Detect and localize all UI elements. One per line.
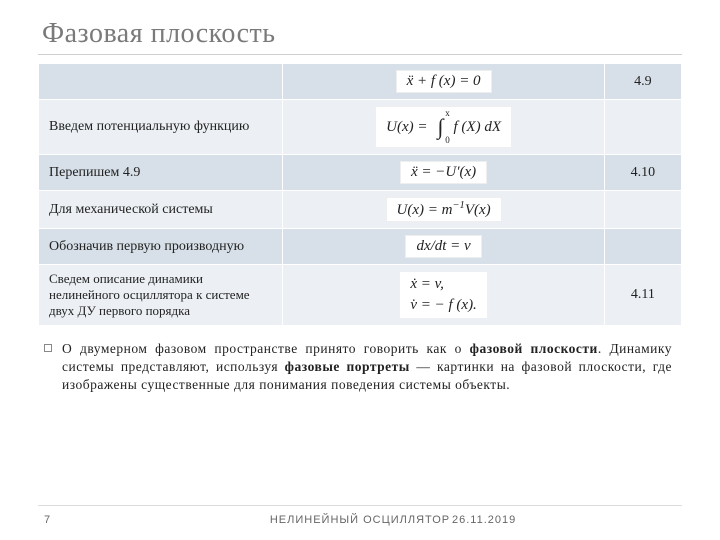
formula: ẍ = −U′(x) — [400, 161, 487, 184]
formula-cell: dx/dt = v — [283, 229, 605, 265]
footer-date: 26.11.2019 — [452, 514, 516, 526]
body-paragraph: О двумерном фазовом пространстве принято… — [62, 340, 672, 395]
formula-text: U(x) = m−1V(x) — [397, 202, 491, 218]
desc-cell: Перепишем 4.9 — [39, 155, 283, 191]
desc-cell: Введем потенциальную функцию — [39, 100, 283, 155]
bullet-icon — [44, 344, 52, 352]
para-bold: фазовой плоскости — [470, 341, 598, 356]
table-row: ẍ + f (x) = 0 4.9 — [39, 64, 682, 100]
eqnum-cell: 4.11 — [604, 265, 681, 326]
footer-title: НЕЛИНЕЙНЫЙ ОСЦИЛЛЯТОР — [0, 514, 720, 526]
eqnum-cell: 4.10 — [604, 155, 681, 191]
eqnum-cell: 4.9 — [604, 64, 681, 100]
para-text: О двумерном фазовом пространстве принято… — [62, 341, 470, 356]
formula-cell: ẍ = −U′(x) — [283, 155, 605, 191]
formula: U(x) = m−1V(x) — [386, 197, 502, 222]
slide-title: Фазовая плоскость — [0, 0, 720, 54]
formula: dx/dt = v — [405, 235, 481, 258]
para-bold: фазовые портреты — [285, 359, 410, 374]
table-row: Для механической системы U(x) = m−1V(x) — [39, 191, 682, 229]
formula-cell: U(x) = x ∫ 0 f (X) dX — [283, 100, 605, 155]
footer-divider — [38, 505, 682, 506]
formula: ẋ = v, v̇ = − f (x). — [400, 272, 486, 318]
formula-cell: U(x) = m−1V(x) — [283, 191, 605, 229]
formula: ẍ + f (x) = 0 — [396, 70, 492, 93]
table-row: Введем потенциальную функцию U(x) = x ∫ … — [39, 100, 682, 155]
title-underline — [38, 54, 682, 55]
body-paragraph-wrap: О двумерном фазовом пространстве принято… — [62, 340, 672, 395]
eqnum-cell — [604, 100, 681, 155]
desc-cell: Обозначив первую производную — [39, 229, 283, 265]
eqnum-cell — [604, 229, 681, 265]
formula-cell: ẍ + f (x) = 0 — [283, 64, 605, 100]
desc-cell — [39, 64, 283, 100]
table-row: Сведем описание динамики нелинейного осц… — [39, 265, 682, 326]
formula: U(x) = x ∫ 0 f (X) dX — [375, 106, 512, 148]
equations-table: ẍ + f (x) = 0 4.9 Введем потенциальную ф… — [38, 63, 682, 326]
table-row: Обозначив первую производную dx/dt = v — [39, 229, 682, 265]
formula-cell: ẋ = v, v̇ = − f (x). — [283, 265, 605, 326]
desc-cell: Сведем описание динамики нелинейного осц… — [39, 265, 283, 326]
eqnum-cell — [604, 191, 681, 229]
footer: 7 НЕЛИНЕЙНЫЙ ОСЦИЛЛЯТОР 26.11.2019 — [0, 514, 720, 526]
table-row: Перепишем 4.9 ẍ = −U′(x) 4.10 — [39, 155, 682, 191]
desc-cell: Для механической системы — [39, 191, 283, 229]
